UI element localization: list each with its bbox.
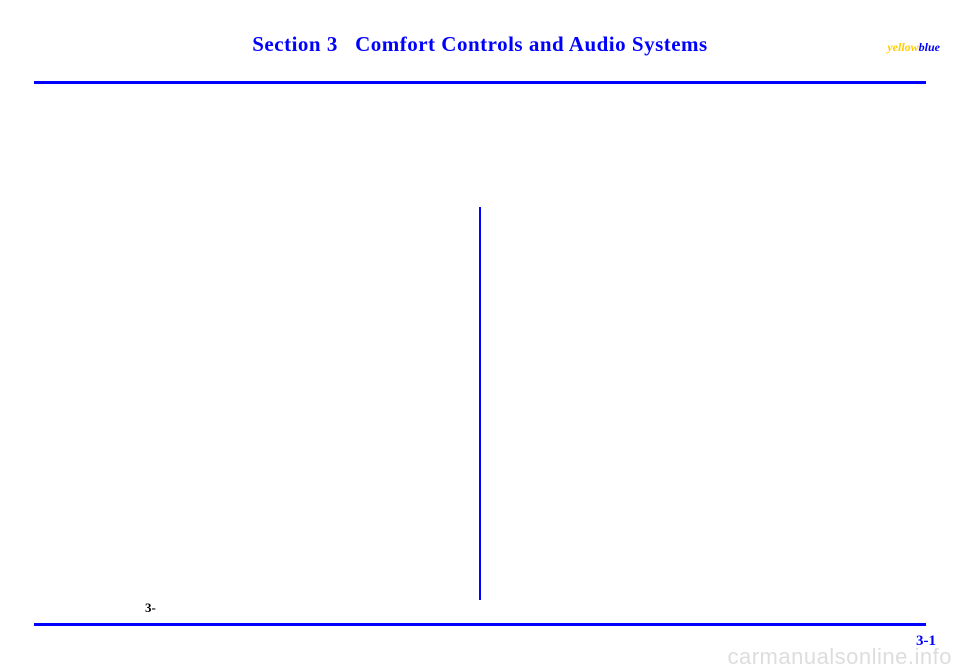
watermark-text: carmanualsonline.info <box>727 644 952 670</box>
section-prefix-label: 3- <box>145 600 156 616</box>
header-blue-text: blue <box>919 40 940 54</box>
header-corner-label: yellowblue <box>887 40 940 55</box>
header-yellow-text: yellow <box>887 40 918 54</box>
bottom-horizontal-rule <box>34 623 926 626</box>
section-title: Section 3 Comfort Controls and Audio Sys… <box>0 32 960 57</box>
left-column <box>0 207 479 600</box>
section-number: Section 3 <box>252 32 338 56</box>
title-horizontal-rule <box>34 81 926 84</box>
section-name: Comfort Controls and Audio Systems <box>355 32 708 56</box>
content-columns <box>0 207 960 600</box>
right-column <box>481 207 960 600</box>
